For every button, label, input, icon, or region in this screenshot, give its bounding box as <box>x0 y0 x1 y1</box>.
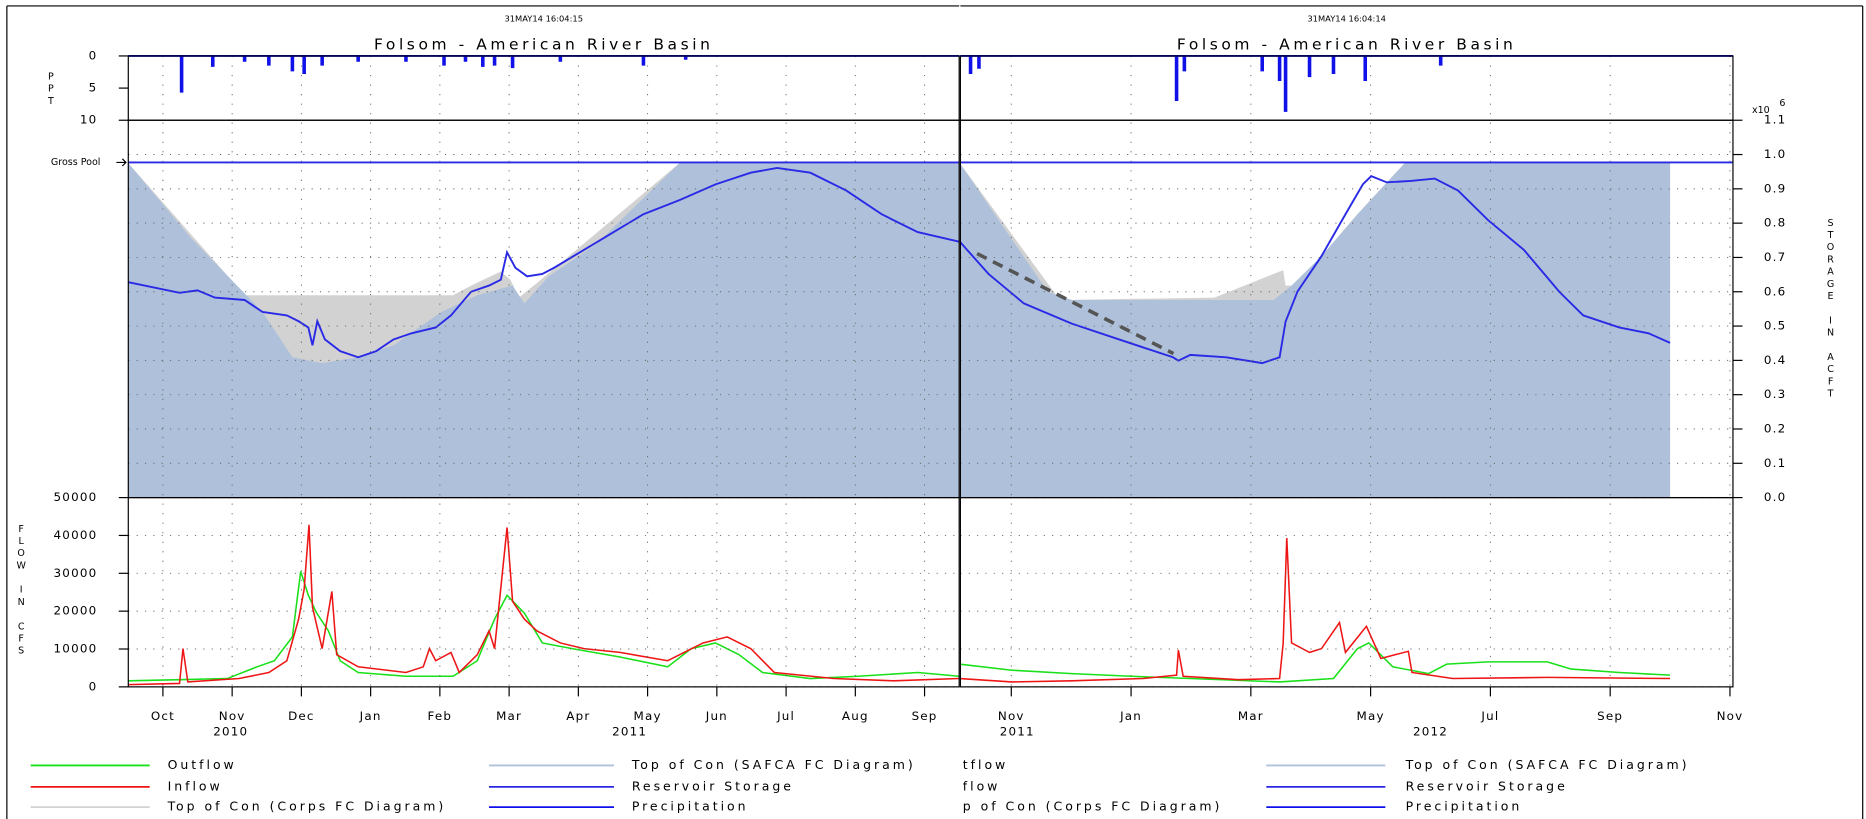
y-tick-label: 0.5 <box>1764 319 1786 333</box>
x-tick-label: Jan <box>359 709 382 723</box>
legend-label: Inflow <box>168 778 223 793</box>
axis-multiplier: x10 <box>1752 105 1770 116</box>
x-tick-label: Sep <box>912 709 938 723</box>
gross-pool-arrow <box>116 158 127 167</box>
gross-pool-label: Gross Pool <box>51 157 101 168</box>
y-tick-label: 0.7 <box>1764 250 1786 264</box>
y-tick-label: 1.1 <box>1764 113 1786 127</box>
x-tick-label: Dec <box>288 709 315 723</box>
y-tick-label: 20000 <box>54 604 98 618</box>
x-tick-label: Jun <box>705 709 728 723</box>
y-tick-label: 0 <box>89 679 98 693</box>
chart-title: Folsom - American River Basin <box>374 36 713 54</box>
x-tick-label: Oct <box>151 709 175 723</box>
panel-border <box>127 496 960 688</box>
y-tick-label: 30000 <box>54 566 98 580</box>
storage-line <box>960 175 1671 365</box>
year-label: 2010 <box>213 725 248 739</box>
x-tick-label: Mar <box>1238 709 1264 723</box>
y-tick-label: 0.3 <box>1764 387 1786 401</box>
axis-label: FLOW IN CFS <box>15 524 26 658</box>
y-tick-label: 0.2 <box>1764 421 1786 435</box>
timestamp: 31MAY14 16:04:14 <box>1307 14 1386 24</box>
x-tick-label: Nov <box>219 709 246 723</box>
y-tick-label: 0.8 <box>1764 216 1786 230</box>
legend-label: Precipitation <box>1406 799 1523 814</box>
y-tick-label: 10 <box>80 113 98 127</box>
x-tick-label: Aug <box>842 709 869 723</box>
x-tick-label: Mar <box>496 709 522 723</box>
storage-area <box>128 163 960 498</box>
x-tick-label: Apr <box>566 709 590 723</box>
timestamp: 31MAY14 16:04:15 <box>504 14 583 24</box>
y-tick-label: 1.0 <box>1764 147 1786 161</box>
axis-multiplier-exp: 6 <box>1779 98 1785 109</box>
x-tick-label: Nov <box>1717 709 1744 723</box>
legend-label: Reservoir Storage <box>632 778 794 793</box>
x-tick-label: Feb <box>428 709 453 723</box>
x-tick-label: Jul <box>1480 709 1499 723</box>
x-tick-label: May <box>1357 709 1385 723</box>
panel-border <box>959 496 1734 688</box>
legend-label: flow <box>963 778 1001 793</box>
x-tick-label: Jan <box>1119 709 1142 723</box>
storage-area <box>960 163 1671 498</box>
axis-label: PPT <box>45 71 56 108</box>
year-label: 2011 <box>612 725 647 739</box>
legend-label: tflow <box>963 757 1009 772</box>
legend-label: Reservoir Storage <box>1406 778 1568 793</box>
y-tick-label: 50000 <box>54 490 98 504</box>
annotation-line <box>976 251 1175 356</box>
flow-line <box>128 524 960 686</box>
legend-label: Precipitation <box>632 799 749 814</box>
chart-title: Folsom - American River Basin <box>1177 36 1516 54</box>
y-tick-label: 0.6 <box>1764 284 1786 298</box>
x-tick-label: May <box>634 709 662 723</box>
flow-line <box>128 571 960 682</box>
year-label: 2011 <box>1000 725 1035 739</box>
y-tick-label: 0.4 <box>1764 353 1786 367</box>
y-tick-label: 40000 <box>54 528 98 542</box>
plot-area <box>960 55 1671 683</box>
y-tick-label: 10000 <box>54 642 98 656</box>
x-tick-label: Jul <box>776 709 795 723</box>
x-tick-label: Nov <box>998 709 1025 723</box>
flow-line <box>960 538 1671 683</box>
axis-label: STORAGE IN ACFT <box>1825 218 1836 401</box>
legend-label: Top of Con (SAFCA FC Diagram) <box>1405 757 1690 772</box>
legend-label: Top of Con (Corps FC Diagram) <box>167 799 447 814</box>
legend-label: Outflow <box>168 757 237 772</box>
y-tick-label: 0.1 <box>1764 456 1786 470</box>
y-tick-label: 0.0 <box>1764 490 1786 504</box>
y-tick-label: 0 <box>89 48 98 62</box>
legend-label: p of Con (Corps FC Diagram) <box>963 799 1223 814</box>
year-label: 2012 <box>1413 725 1448 739</box>
legend-label: Top of Con (SAFCA FC Diagram) <box>631 757 916 772</box>
x-tick-label: Sep <box>1597 709 1623 723</box>
y-tick-label: 5 <box>89 81 98 95</box>
y-tick-label: 0.9 <box>1764 181 1786 195</box>
flow-line <box>960 642 1671 683</box>
